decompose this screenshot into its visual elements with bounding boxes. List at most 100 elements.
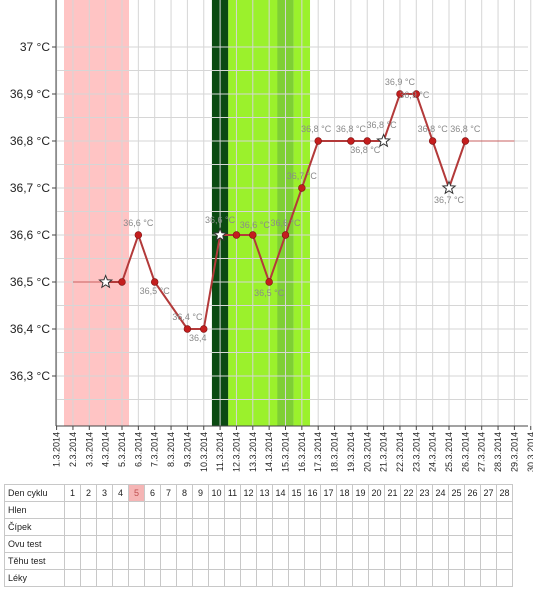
table-cell[interactable] [112, 501, 129, 519]
table-cell[interactable] [320, 552, 337, 570]
table-cell[interactable] [240, 535, 257, 553]
table-cell[interactable] [400, 569, 417, 587]
table-cell[interactable] [176, 535, 193, 553]
table-cell[interactable] [416, 535, 433, 553]
table-cell[interactable] [352, 518, 369, 536]
table-cell[interactable] [208, 569, 225, 587]
table-cell[interactable] [336, 535, 353, 553]
table-cell[interactable] [448, 501, 465, 519]
table-cell[interactable] [64, 535, 81, 553]
table-cell[interactable] [240, 518, 257, 536]
table-cell[interactable] [384, 569, 401, 587]
table-cell[interactable] [352, 552, 369, 570]
table-cell[interactable] [208, 501, 225, 519]
table-cell[interactable] [144, 552, 161, 570]
table-cell[interactable] [176, 518, 193, 536]
table-cell[interactable] [112, 518, 129, 536]
table-cell[interactable] [160, 535, 177, 553]
table-cell[interactable] [64, 518, 81, 536]
table-cell[interactable] [208, 518, 225, 536]
table-cell[interactable] [432, 501, 449, 519]
table-cell[interactable] [208, 535, 225, 553]
table-cell[interactable] [432, 518, 449, 536]
table-cell[interactable] [112, 535, 129, 553]
table-cell[interactable] [448, 569, 465, 587]
table-cell[interactable] [192, 501, 209, 519]
table-cell[interactable] [480, 569, 497, 587]
table-cell[interactable] [128, 518, 145, 536]
table-cell[interactable] [96, 535, 113, 553]
table-cell[interactable] [400, 552, 417, 570]
table-cell[interactable] [320, 518, 337, 536]
table-cell[interactable] [464, 569, 481, 587]
table-cell[interactable] [432, 569, 449, 587]
table-cell[interactable] [224, 569, 241, 587]
table-cell[interactable] [416, 569, 433, 587]
table-cell[interactable] [416, 518, 433, 536]
table-cell[interactable] [288, 535, 305, 553]
table-cell[interactable] [160, 501, 177, 519]
table-cell[interactable] [384, 552, 401, 570]
table-cell[interactable] [224, 535, 241, 553]
table-cell[interactable] [128, 501, 145, 519]
table-cell[interactable] [288, 518, 305, 536]
table-cell[interactable] [96, 518, 113, 536]
table-cell[interactable] [368, 501, 385, 519]
table-cell[interactable] [416, 501, 433, 519]
table-cell[interactable] [128, 552, 145, 570]
table-cell[interactable] [288, 501, 305, 519]
table-cell[interactable] [400, 535, 417, 553]
table-cell[interactable] [144, 501, 161, 519]
table-cell[interactable] [336, 552, 353, 570]
table-cell[interactable] [256, 535, 273, 553]
table-cell[interactable] [64, 552, 81, 570]
table-cell[interactable] [352, 501, 369, 519]
table-cell[interactable] [384, 535, 401, 553]
table-cell[interactable] [272, 518, 289, 536]
table-cell[interactable] [128, 535, 145, 553]
table-cell[interactable] [96, 552, 113, 570]
table-cell[interactable] [352, 569, 369, 587]
table-cell[interactable] [448, 535, 465, 553]
table-cell[interactable] [192, 552, 209, 570]
table-cell[interactable] [480, 518, 497, 536]
table-cell[interactable] [432, 535, 449, 553]
table-cell[interactable] [272, 569, 289, 587]
table-cell[interactable] [272, 552, 289, 570]
table-cell[interactable] [288, 569, 305, 587]
table-cell[interactable] [272, 501, 289, 519]
table-cell[interactable] [368, 535, 385, 553]
table-cell[interactable] [160, 518, 177, 536]
table-cell[interactable] [272, 535, 289, 553]
table-cell[interactable] [320, 535, 337, 553]
table-cell[interactable] [320, 501, 337, 519]
table-cell[interactable] [160, 569, 177, 587]
table-cell[interactable] [208, 552, 225, 570]
table-cell[interactable] [256, 552, 273, 570]
table-cell[interactable] [112, 569, 129, 587]
table-cell[interactable] [416, 552, 433, 570]
table-cell[interactable] [240, 501, 257, 519]
table-cell[interactable] [464, 535, 481, 553]
table-cell[interactable] [96, 501, 113, 519]
table-cell[interactable] [400, 518, 417, 536]
table-cell[interactable] [464, 552, 481, 570]
table-cell[interactable] [336, 518, 353, 536]
table-cell[interactable] [240, 552, 257, 570]
table-cell[interactable] [224, 552, 241, 570]
table-cell[interactable] [480, 552, 497, 570]
table-cell[interactable] [304, 501, 321, 519]
table-cell[interactable] [304, 569, 321, 587]
table-cell[interactable] [176, 552, 193, 570]
table-cell[interactable] [304, 518, 321, 536]
table-cell[interactable] [400, 501, 417, 519]
table-cell[interactable] [256, 501, 273, 519]
table-cell[interactable] [496, 535, 513, 553]
table-cell[interactable] [352, 535, 369, 553]
table-cell[interactable] [480, 501, 497, 519]
table-cell[interactable] [448, 518, 465, 536]
table-cell[interactable] [464, 518, 481, 536]
table-cell[interactable] [144, 569, 161, 587]
table-cell[interactable] [448, 552, 465, 570]
table-cell[interactable] [368, 569, 385, 587]
